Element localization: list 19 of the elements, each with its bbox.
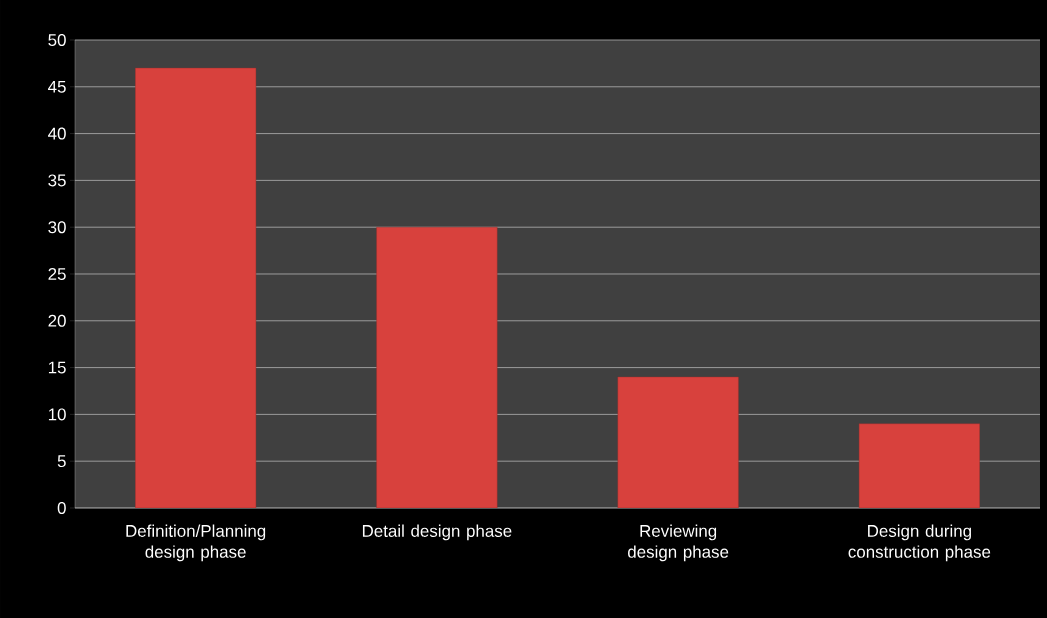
y-tick-label: 50: [48, 33, 66, 46]
bar: [376, 226, 498, 508]
y-tick-label: 5: [57, 455, 66, 468]
y-tick-label: 45: [48, 80, 66, 93]
x-tick-label: Reviewing design phase: [628, 524, 729, 562]
bar: [858, 423, 980, 508]
bar: [617, 376, 739, 508]
y-tick-label: 20: [48, 314, 66, 327]
y-tick-label: 25: [48, 267, 66, 280]
y-tick-label: 35: [48, 174, 66, 187]
x-tick-label: Definition/Planning design phase: [126, 524, 266, 562]
y-tick-label: 30: [48, 221, 66, 234]
y-tick-label: 15: [48, 361, 66, 374]
y-tick-label: 10: [48, 408, 66, 421]
x-tick-label: Design during construction phase: [848, 524, 991, 562]
y-tick-label: 40: [48, 127, 66, 140]
bar: [135, 67, 257, 508]
y-tick-label: 0: [57, 501, 66, 514]
x-tick-label: Detail design phase: [362, 524, 512, 541]
